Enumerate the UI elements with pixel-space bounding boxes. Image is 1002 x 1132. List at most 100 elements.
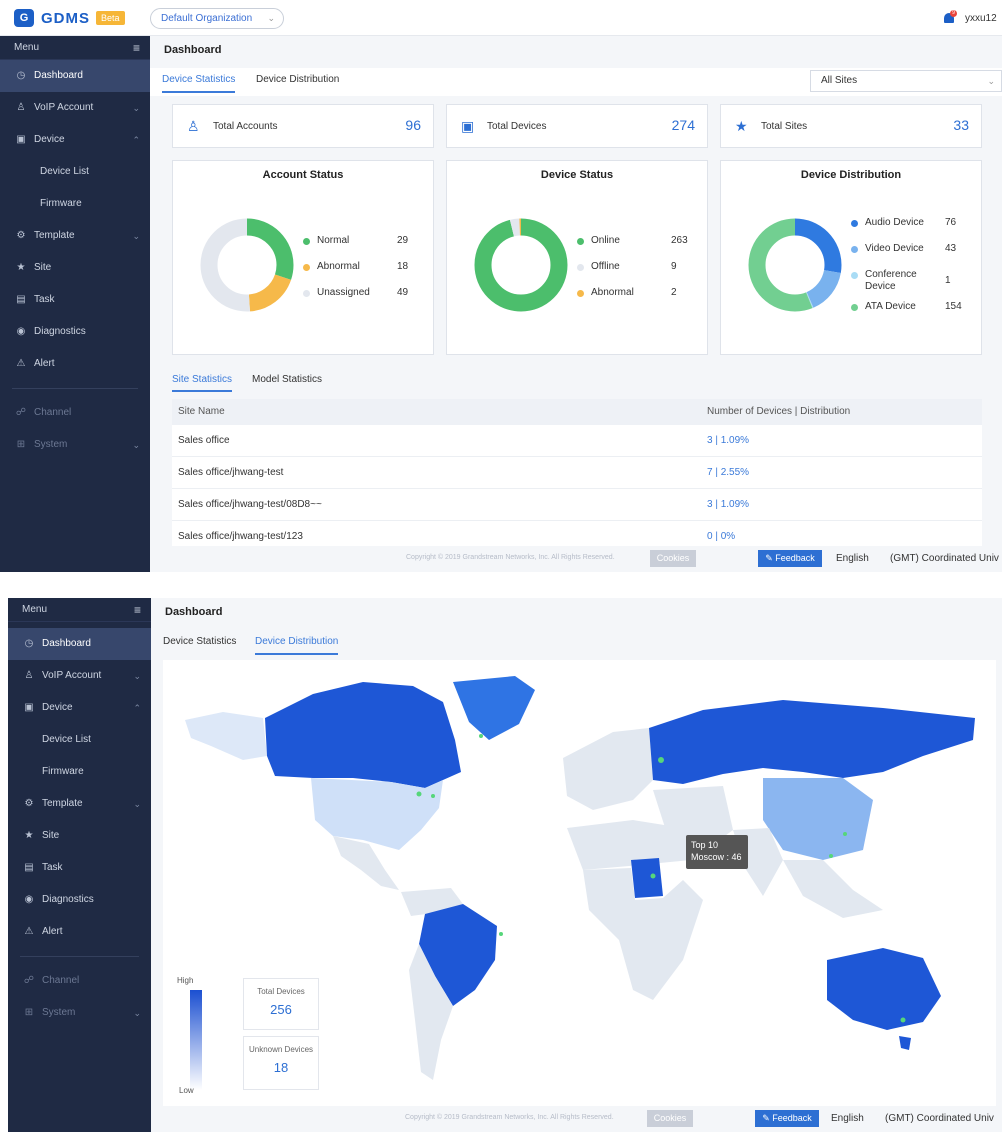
sidebar-item-task[interactable]: ▤ Task bbox=[0, 284, 150, 316]
total-devices-label: Total Devices bbox=[487, 121, 547, 132]
sidebar-item-dashboard[interactable]: ◷ Dashboard bbox=[8, 628, 151, 660]
tab-site-statistics[interactable]: Site Statistics bbox=[172, 374, 233, 392]
map-region-canada bbox=[265, 682, 461, 788]
device-marker bbox=[431, 794, 435, 798]
table-row[interactable]: Sales office/jhwang-test/08D8~~ 3 | 1.09… bbox=[172, 489, 982, 521]
sidebar-item-channel[interactable]: ☍ Channel bbox=[8, 965, 151, 997]
tooltip-value: Moscow : 46 bbox=[691, 852, 742, 862]
main-content: Dashboard Device Statistics Device Distr… bbox=[150, 36, 1002, 572]
menu-collapse-icon[interactable]: ≡ bbox=[133, 603, 141, 617]
legend-value: 2 bbox=[671, 287, 677, 298]
site-name-cell: Sales office bbox=[178, 435, 230, 446]
legend-item: Conference Device 1 bbox=[851, 269, 971, 301]
tab-device-statistics[interactable]: Device Statistics bbox=[163, 636, 237, 647]
chevron-up-icon: ⌃ bbox=[133, 703, 141, 713]
sidebar-item-device[interactable]: ▣ Device ⌃ bbox=[0, 124, 150, 156]
sidebar-item-device-list[interactable]: Device List bbox=[40, 166, 89, 177]
device-status-legend: Online 263 Offline 9 Abnormal 2 bbox=[577, 235, 697, 313]
sidebar-item-dashboard[interactable]: ◷ Dashboard bbox=[0, 60, 150, 92]
legend-swatch bbox=[303, 290, 310, 297]
sidebar: Menu ≡ ◷ Dashboard ♙ VoIP Account ⌄ ▣ Device… bbox=[0, 36, 150, 572]
sidebar-item-template[interactable]: ⚙ Template ⌄ bbox=[0, 220, 150, 252]
legend-item: Normal 29 bbox=[303, 235, 423, 261]
timezone-select[interactable]: (GMT) Coordinated Univ bbox=[885, 1113, 994, 1124]
table-header: Site Name Number of Devices | Distributi… bbox=[172, 399, 982, 425]
cookies-button[interactable]: Cookies bbox=[650, 550, 696, 567]
copyright-text: Copyright © 2019 Grandstream Networks, I… bbox=[406, 554, 615, 561]
map-region-greenland bbox=[453, 676, 535, 740]
device-count-link[interactable]: 3 | 1.09% bbox=[707, 499, 750, 510]
device-icon: ▣ bbox=[24, 702, 34, 713]
user-name[interactable]: yxxu12 bbox=[965, 13, 997, 24]
device-count-link[interactable]: 7 | 2.55% bbox=[707, 467, 750, 478]
device-icon: ▣ bbox=[461, 118, 475, 134]
map-region-brazil bbox=[419, 904, 497, 1006]
sidebar-item-task[interactable]: ▤ Task bbox=[8, 852, 151, 884]
sidebar-item-system[interactable]: ⊞ System ⌄ bbox=[0, 429, 150, 461]
sidebar-item-voip-account[interactable]: ♙ VoIP Account ⌄ bbox=[0, 92, 150, 124]
sidebar-divider bbox=[20, 956, 139, 957]
sidebar-item-firmware[interactable]: Firmware bbox=[42, 766, 84, 777]
tab-model-statistics[interactable]: Model Statistics bbox=[252, 374, 323, 385]
device-count-link[interactable]: 3 | 1.09% bbox=[707, 435, 750, 446]
legend-low-label: Low bbox=[179, 1086, 194, 1095]
sidebar-item-firmware[interactable]: Firmware bbox=[40, 198, 82, 209]
legend-item: Offline 9 bbox=[577, 261, 697, 287]
map-region-china bbox=[763, 778, 873, 860]
device-marker bbox=[658, 757, 664, 763]
sidebar-item-channel[interactable]: ☍ Channel bbox=[0, 397, 150, 429]
sidebar-item-device-list[interactable]: Device List bbox=[42, 734, 91, 745]
menu-label: Menu bbox=[22, 604, 48, 615]
total-sites-card: ★ Total Sites 33 bbox=[720, 104, 982, 148]
world-map bbox=[185, 676, 975, 1080]
total-accounts-label: Total Accounts bbox=[213, 121, 278, 132]
device-marker bbox=[843, 832, 847, 836]
sidebar-item-device[interactable]: ▣ Device ⌃ bbox=[8, 692, 151, 724]
legend-item: Online 263 bbox=[577, 235, 697, 261]
sidebar-header: Menu ≡ bbox=[8, 598, 151, 622]
map-region-alaska bbox=[185, 712, 267, 760]
total-accounts-value: 96 bbox=[405, 117, 421, 133]
language-select[interactable]: English bbox=[836, 553, 869, 564]
tab-device-distribution[interactable]: Device Distribution bbox=[256, 74, 340, 85]
device-marker bbox=[416, 791, 422, 797]
chevron-down-icon: ⌄ bbox=[133, 1008, 141, 1018]
brand-logo[interactable]: G GDMS Beta bbox=[14, 9, 125, 27]
map-region-north-africa bbox=[567, 820, 691, 870]
table-row[interactable]: Sales office 3 | 1.09% bbox=[172, 425, 982, 457]
legend-label: Online bbox=[591, 235, 620, 246]
feedback-button[interactable]: ✎ Feedback bbox=[755, 1110, 819, 1127]
device-count-link[interactable]: 0 | 0% bbox=[707, 531, 736, 542]
total-devices-value: 256 bbox=[270, 1002, 292, 1017]
sidebar-item-site[interactable]: ★ Site bbox=[0, 252, 150, 284]
sidebar-item-diagnostics[interactable]: ◉ Diagnostics bbox=[8, 884, 151, 916]
sidebar-item-site[interactable]: ★ Site bbox=[8, 820, 151, 852]
table-row[interactable]: Sales office/jhwang-test 7 | 2.55% bbox=[172, 457, 982, 489]
sidebar-item-template[interactable]: ⚙ Template ⌄ bbox=[8, 788, 151, 820]
sidebar-item-alert[interactable]: ⚠ Alert bbox=[0, 348, 150, 380]
sidebar-item-label: System bbox=[42, 1007, 76, 1018]
sidebar-item-label: VoIP Account bbox=[42, 670, 102, 681]
unknown-devices-label: Unknown Devices bbox=[248, 1045, 314, 1054]
timezone-select[interactable]: (GMT) Coordinated Univ bbox=[890, 553, 999, 564]
menu-collapse-icon[interactable]: ≡ bbox=[132, 41, 140, 55]
site-filter-select[interactable]: All Sites ⌄ bbox=[810, 70, 1002, 92]
legend-swatch bbox=[851, 220, 858, 227]
cookies-button[interactable]: Cookies bbox=[647, 1110, 693, 1127]
unknown-devices-value: 18 bbox=[273, 1060, 289, 1075]
language-select[interactable]: English bbox=[831, 1113, 864, 1124]
notification-bell-icon[interactable]: 9 bbox=[944, 10, 957, 24]
sidebar-item-voip-account[interactable]: ♙ VoIP Account ⌄ bbox=[8, 660, 151, 692]
organization-select[interactable]: Default Organization ⌄ bbox=[150, 8, 284, 29]
feedback-button[interactable]: ✎ Feedback bbox=[758, 550, 822, 567]
sidebar-item-diagnostics[interactable]: ◉ Diagnostics bbox=[0, 316, 150, 348]
tab-device-distribution[interactable]: Device Distribution bbox=[255, 636, 339, 655]
map-region-australia bbox=[827, 948, 941, 1030]
map-region-sudan bbox=[631, 858, 663, 898]
tab-device-statistics[interactable]: Device Statistics bbox=[162, 74, 236, 93]
sidebar-item-alert[interactable]: ⚠ Alert bbox=[8, 916, 151, 948]
sidebar-item-system[interactable]: ⊞ System ⌄ bbox=[8, 997, 151, 1029]
legend-swatch bbox=[851, 246, 858, 253]
system-icon: ⊞ bbox=[24, 1007, 34, 1018]
alert-icon: ⚠ bbox=[24, 926, 34, 937]
